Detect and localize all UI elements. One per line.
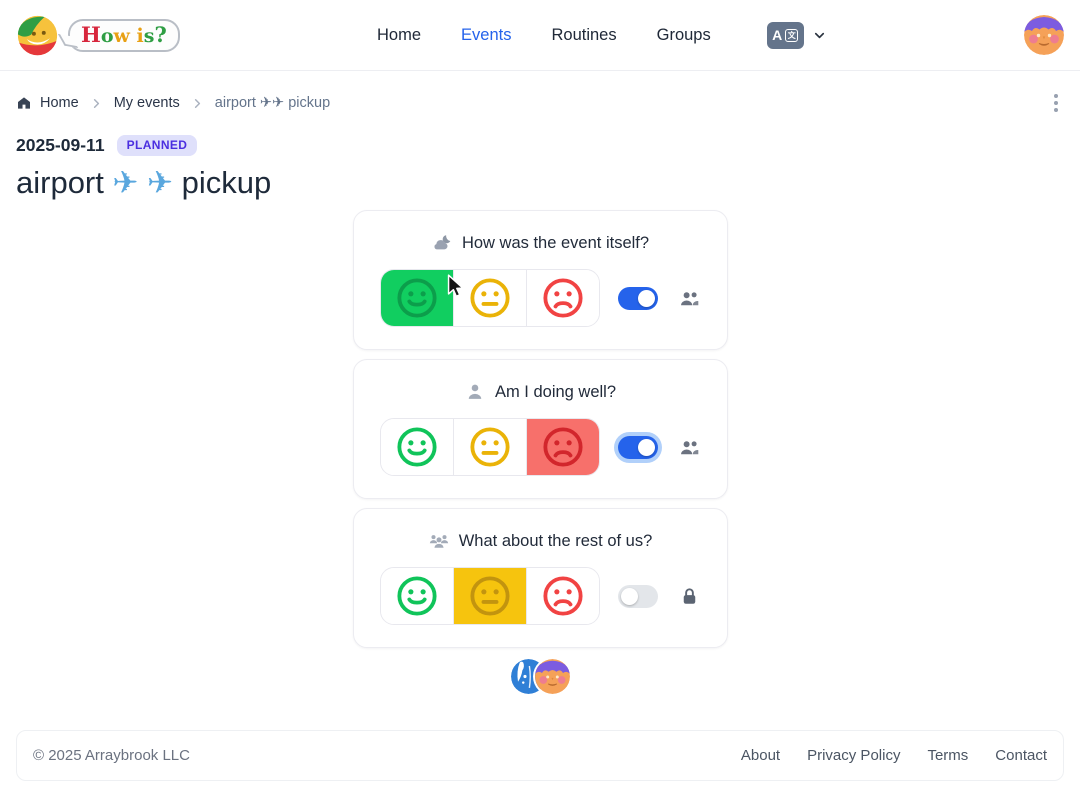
happy-face-icon [396,576,437,616]
nav-item-routines[interactable]: Routines [551,25,617,44]
brand-letter: w [113,24,130,47]
footer-links: About Privacy Policy Terms Contact [741,747,1047,764]
brand-logo[interactable]: How is? [16,14,180,57]
happy-face-button[interactable] [380,270,453,326]
neutral-face-icon [469,278,510,318]
breadcrumb: Home My events airport ✈✈ pickup [0,71,1080,119]
translate-icon: A 文 [766,21,804,49]
brand-letter: o [100,24,114,47]
sad-face-button[interactable] [525,568,599,624]
share-toggle[interactable] [617,584,658,608]
sad-face-button[interactable] [525,270,599,326]
breadcrumb-my-events-link[interactable]: My events [113,95,180,111]
page-title: airport ✈ ✈ pickup [16,165,1064,201]
happy-face-button[interactable] [380,568,453,624]
breadcrumb-home-link[interactable]: Home [16,95,79,111]
copyright-text: © 2025 Arraybrook LLC [33,747,190,764]
event-date: 2025-09-11 [16,135,105,155]
brand-letter: i [136,24,144,47]
chevron-right-icon [89,96,104,111]
more-options-button[interactable] [1048,87,1064,119]
brand-letter: s [143,24,155,47]
brand-wordmark: How is? [68,18,180,52]
footer-link-contact[interactable]: Contact [995,747,1047,764]
sad-face-icon [542,576,583,616]
mood-segmented-control [379,418,600,476]
language-selector-button[interactable]: A 文 [766,21,827,49]
share-toggle[interactable] [617,286,658,310]
status-badge: PLANNED [116,135,198,156]
footer-link-terms[interactable]: Terms [927,747,969,764]
mouse-cursor [447,274,464,298]
airplane-emoji: ✈ ✈ [112,165,174,200]
translate-glyph: 文 [785,28,799,42]
rating-card-event: How was the event itself? [352,210,728,350]
fruit-face-logo-icon [16,14,59,57]
card-question: What about the rest of us? [458,531,653,550]
rating-card-self: Am I doing well? [352,359,728,499]
translate-letter: A [772,27,783,43]
footer: © 2025 Arraybrook LLC About Privacy Poli… [16,730,1064,781]
rating-card-group: What about the rest of us? [352,508,728,648]
home-icon [18,97,30,109]
sad-face-button[interactable] [525,419,599,475]
happy-face-icon [396,278,437,318]
cloud-moon-icon [434,235,451,250]
lock-icon [678,585,701,608]
group-icon [429,535,448,548]
neutral-face-button[interactable] [452,270,526,326]
breadcrumb-home-label: Home [40,95,79,111]
participants-avatars [16,659,1064,694]
chevron-right-icon [190,96,205,111]
sad-face-icon [542,427,583,467]
nav-item-groups[interactable]: Groups [656,25,711,44]
happy-face-icon [396,427,437,467]
neutral-face-icon [469,427,510,467]
brand-letter [130,25,137,47]
nav-item-home[interactable]: Home [377,25,422,44]
breadcrumb-current-page: airport ✈✈ pickup [214,95,331,111]
chevron-down-icon [812,28,827,43]
rating-cards: How was the event itself? [352,210,728,648]
event-page: 2025-09-11 PLANNED airport ✈ ✈ pickup Ho… [0,135,1080,694]
people-icon [678,436,701,459]
brand-letter: H [81,21,101,47]
card-question: Am I doing well? [494,382,617,401]
title-text: airport [16,165,113,200]
happy-face-button[interactable] [380,419,453,475]
main-nav: Home Events Routines Groups A 文 [377,21,827,49]
neutral-face-icon [469,576,510,616]
participant-avatar-purple [534,659,570,694]
people-icon [678,287,701,310]
neutral-face-button[interactable] [452,568,526,624]
sad-face-icon [542,278,583,318]
share-toggle[interactable] [617,435,658,459]
neutral-face-button[interactable] [452,419,526,475]
top-nav-bar: How is? Home Events Routines Groups A 文 [0,0,1080,71]
mood-segmented-control [379,269,600,327]
user-avatar[interactable] [1023,15,1064,55]
mood-segmented-control [379,567,600,625]
brand-letter: ? [154,21,167,47]
nav-item-events[interactable]: Events [461,25,512,44]
person-icon [468,384,482,399]
footer-link-about[interactable]: About [740,747,781,764]
title-text: pickup [173,165,272,200]
card-question: How was the event itself? [461,233,650,252]
footer-link-privacy[interactable]: Privacy Policy [807,747,901,764]
